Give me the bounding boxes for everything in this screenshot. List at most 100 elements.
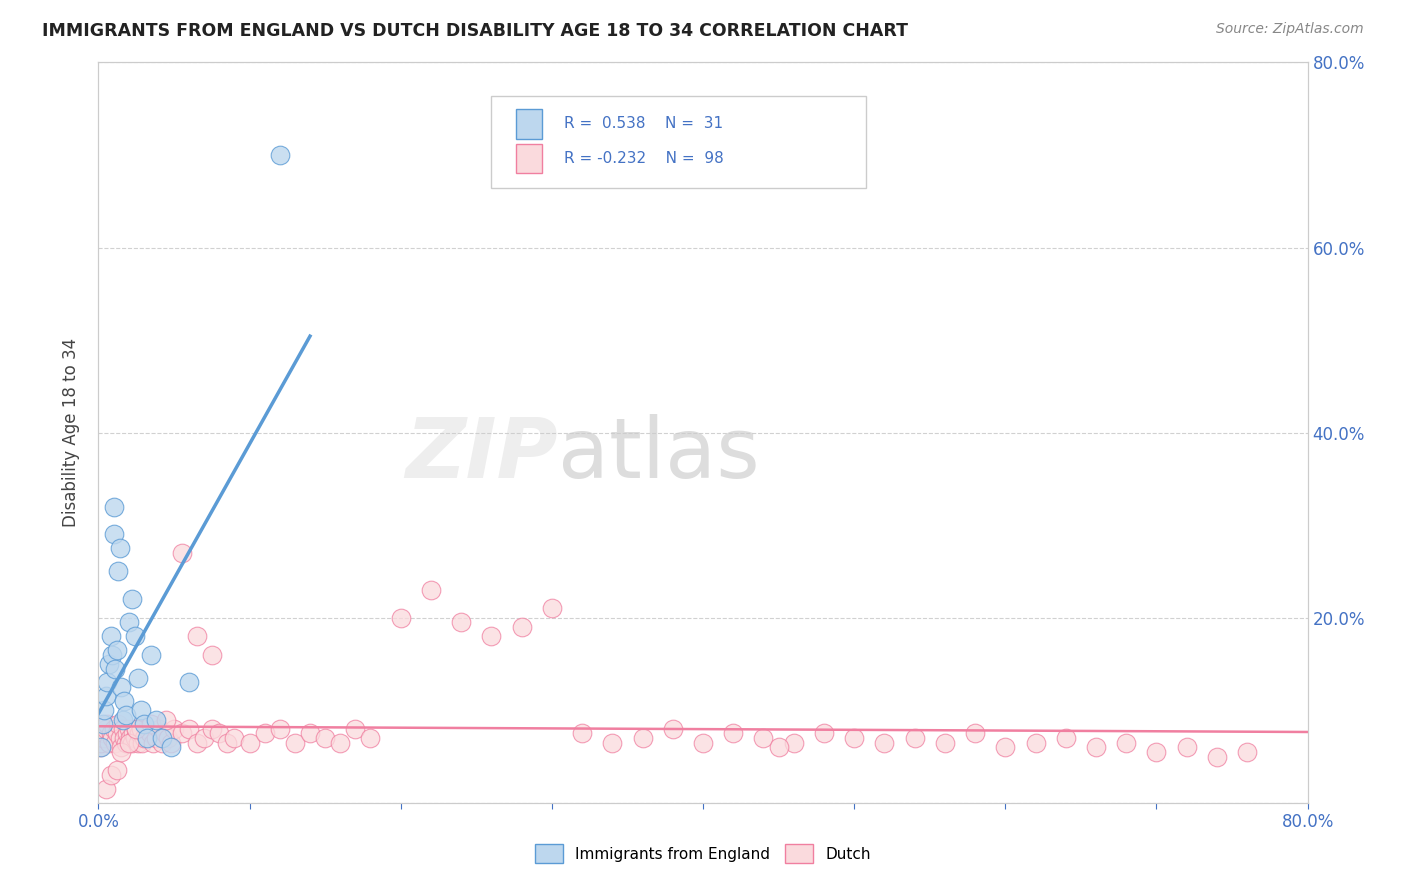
Point [269,722,291,736]
FancyBboxPatch shape [492,95,866,188]
Point [873,736,896,750]
Point [1115,736,1137,750]
Point [314,731,336,745]
Point [904,731,927,745]
Point [103,722,125,736]
Point [94,781,117,796]
Point [1206,749,1229,764]
Point [179,722,201,736]
Point [360,731,382,745]
Point [124,731,146,745]
Point [170,546,193,560]
Point [179,675,201,690]
Point [110,740,132,755]
Point [142,736,165,750]
Point [93,703,115,717]
Point [141,648,163,662]
Point [844,731,866,745]
Point [344,722,367,736]
Point [110,680,132,694]
Point [96,675,118,690]
Point [105,726,128,740]
Point [1085,740,1108,755]
Point [108,731,131,745]
Point [101,731,124,745]
Point [752,731,775,745]
Point [128,726,150,740]
Point [201,722,224,736]
Point [141,717,163,731]
Point [112,731,135,745]
Point [299,726,322,740]
Point [208,726,231,740]
Point [91,717,114,731]
Point [186,736,208,750]
Point [105,643,128,657]
Point [135,731,157,745]
Text: ZIP: ZIP [405,414,558,495]
Point [98,657,121,671]
Point [118,736,141,750]
Point [118,722,141,736]
Point [571,726,593,740]
Point [153,726,176,740]
Text: R =  0.538    N =  31: R = 0.538 N = 31 [564,116,723,131]
Point [108,541,131,556]
Point [96,717,118,731]
Point [160,736,183,750]
Point [135,722,157,736]
Point [98,736,121,750]
Point [148,722,170,736]
Point [122,726,145,740]
Point [112,694,135,708]
Point [631,731,654,745]
Point [94,690,117,704]
Point [121,592,143,607]
Point [110,745,132,759]
Point [132,731,155,745]
Point [107,565,129,579]
Point [160,740,183,755]
Point [193,731,215,745]
Point [284,736,307,750]
Point [132,717,155,731]
Point [1054,731,1077,745]
Text: IMMIGRANTS FROM ENGLAND VS DUTCH DISABILITY AGE 18 TO 34 CORRELATION CHART: IMMIGRANTS FROM ENGLAND VS DUTCH DISABIL… [42,22,908,40]
Point [1144,745,1167,759]
Point [186,629,208,643]
Point [115,726,138,740]
Point [111,713,134,727]
Point [239,736,262,750]
FancyBboxPatch shape [516,144,543,173]
Point [131,736,153,750]
Point [1175,740,1198,755]
Point [253,726,276,740]
Point [118,615,141,630]
Point [783,736,806,750]
Point [125,722,148,736]
Point [1236,745,1258,759]
Text: atlas: atlas [558,414,759,495]
Point [89,740,111,755]
Point [94,722,117,736]
Point [768,740,790,755]
Point [1024,736,1046,750]
Text: R = -0.232    N =  98: R = -0.232 N = 98 [564,151,724,166]
Point [661,722,683,736]
Point [450,615,472,630]
Point [100,768,122,782]
Point [965,726,987,740]
Point [163,722,186,736]
Point [934,736,956,750]
Point [145,713,167,727]
Point [145,731,167,745]
Point [104,736,127,750]
Point [105,764,128,778]
Point [156,731,179,745]
Point [93,726,115,740]
Point [100,629,122,643]
Point [114,736,136,750]
Legend: Immigrants from England, Dutch: Immigrants from England, Dutch [529,838,877,869]
Text: Source: ZipAtlas.com: Source: ZipAtlas.com [1216,22,1364,37]
Point [127,671,149,685]
